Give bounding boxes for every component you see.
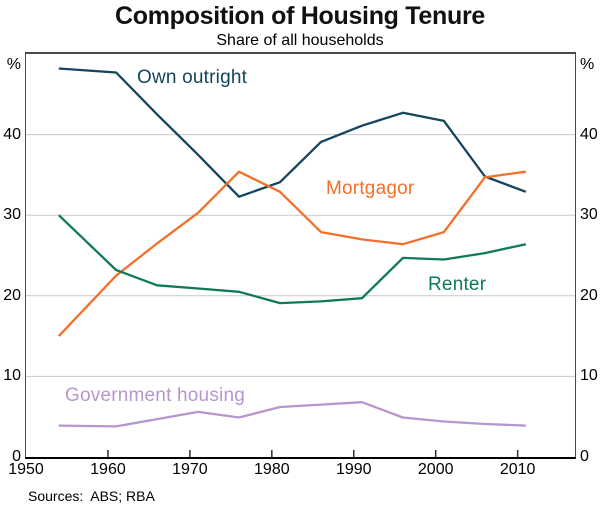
series-line-2 [58, 214, 527, 305]
x-tick-label: 2000 [417, 461, 454, 478]
y-tick-label: 0 [12, 448, 21, 465]
y-axis-unit-left: % [6, 56, 21, 73]
series-label-own-outright: Own outright [137, 67, 248, 88]
series-label-government-housing: Government housing [65, 385, 245, 406]
y-tick-label: 20 [580, 286, 598, 304]
sources-note: Sources: ABS; RBA [28, 488, 155, 504]
plot-area: Own outright Mortgagor Renter Government… [25, 52, 576, 459]
y-tick-label: 20 [3, 286, 21, 304]
chart-title: Composition of Housing Tenure [115, 2, 485, 30]
x-tick-label: 1970 [172, 461, 208, 478]
x-tick-label: 1990 [335, 461, 372, 478]
chart-subtitle: Share of all households [216, 32, 384, 49]
x-tick-label: 1950 [8, 461, 44, 478]
y-tick-label: 10 [3, 367, 21, 385]
y-tick-label: 40 [580, 125, 598, 143]
y-tick-label: 30 [580, 206, 598, 224]
series-label-renter: Renter [428, 274, 487, 295]
x-tick-label: 1980 [254, 461, 290, 478]
x-tick-label: 2010 [499, 461, 536, 478]
series-line-3 [58, 401, 526, 428]
x-tick-label: 1960 [90, 461, 126, 478]
chart-canvas [26, 67, 575, 457]
y-tick-label: 10 [580, 367, 598, 385]
y-axis-unit-right: % [580, 56, 595, 73]
y-axis-labels-right: 0 10 20 30 40 [580, 0, 600, 521]
series-label-mortgagor: Mortgagor [326, 178, 415, 199]
y-tick-label: 0 [580, 448, 589, 465]
series-line-0 [58, 67, 527, 198]
y-axis-labels-left: 0 10 20 30 40 [0, 0, 21, 521]
series-line-1 [57, 170, 526, 337]
y-tick-label: 40 [3, 125, 21, 143]
y-tick-label: 30 [3, 206, 21, 224]
